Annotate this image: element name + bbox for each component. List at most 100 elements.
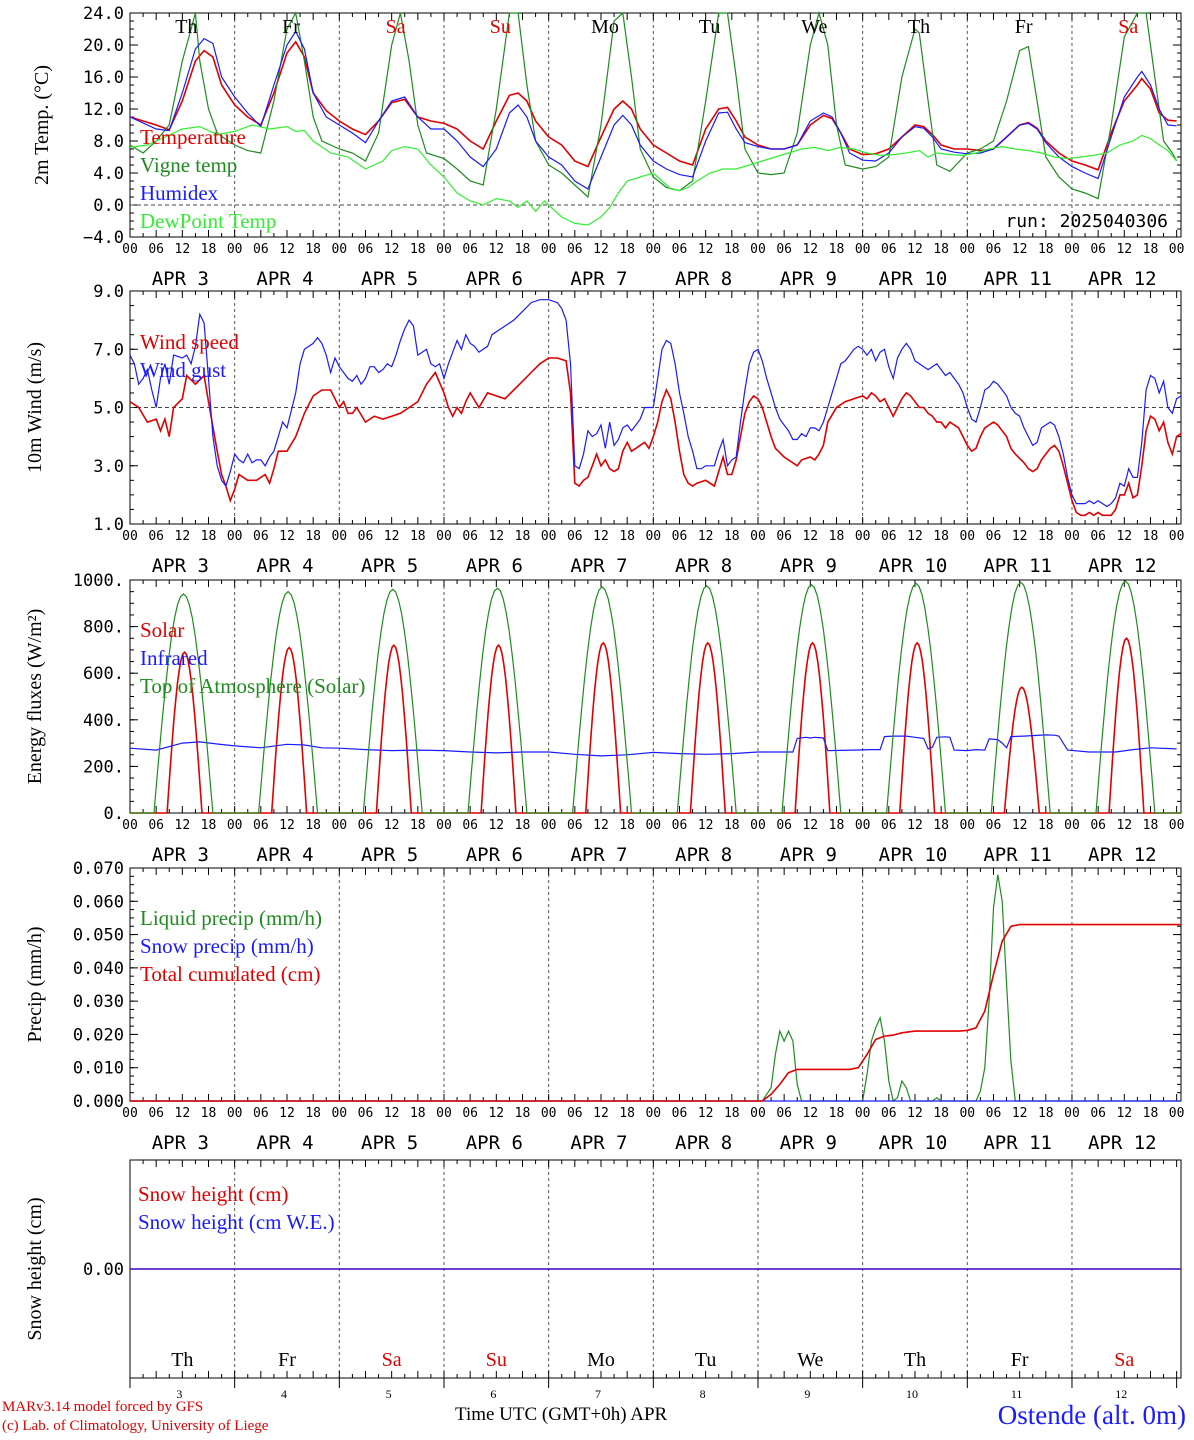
y-tick-label: 0. <box>104 804 124 824</box>
hour-tick-label: 06 <box>672 1106 688 1121</box>
hour-tick-label: 00 <box>959 1106 975 1121</box>
weekday-label: Sa <box>1118 16 1138 38</box>
date-label: APR 12 <box>1088 1132 1157 1154</box>
hour-tick-label: 12 <box>384 1106 400 1121</box>
legend-entry: Top of Atmosphere (Solar) <box>140 674 365 698</box>
hour-tick-label: 18 <box>619 1106 635 1121</box>
hour-tick-label: 18 <box>619 818 635 833</box>
hour-tick-label: 18 <box>1143 1106 1159 1121</box>
hour-tick-label: 12 <box>1012 242 1028 257</box>
time-axis-title: Time UTC (GMT+0h) APR <box>455 1404 668 1425</box>
hour-tick-label: 06 <box>253 1106 269 1121</box>
series-line <box>130 637 1181 814</box>
hour-tick-label: 00 <box>645 529 661 544</box>
hour-tick-label: 00 <box>1064 1106 1080 1121</box>
hour-tick-label: 12 <box>1116 242 1132 257</box>
y-tick-label: 800. <box>83 618 124 638</box>
hour-tick-label: 00 <box>331 529 347 544</box>
hour-tick-label: 06 <box>1090 242 1106 257</box>
y-axis-label: 2m Temp. (°C) <box>31 65 53 185</box>
weekday-label: Mo <box>587 1349 615 1371</box>
hour-tick-label: 06 <box>567 1106 583 1121</box>
weekday-label: Sa <box>1114 1349 1134 1371</box>
date-label: APR 3 <box>152 555 209 577</box>
hour-tick-label: 18 <box>410 818 426 833</box>
hour-tick-label: 00 <box>1169 242 1185 257</box>
hour-tick-label: 00 <box>227 529 243 544</box>
hour-tick-label: 06 <box>881 1106 897 1121</box>
hour-tick-label: 18 <box>201 818 217 833</box>
hour-tick-label: 18 <box>201 529 217 544</box>
station-name: Ostende (alt. 0m) <box>997 1400 1186 1430</box>
weekday-label: Sa <box>382 1349 402 1371</box>
hour-tick-label: 18 <box>410 529 426 544</box>
hour-tick-label: 18 <box>515 818 531 833</box>
hour-tick-label: 12 <box>1116 1106 1132 1121</box>
date-label: APR 4 <box>256 555 313 577</box>
hour-tick-label: 12 <box>698 818 714 833</box>
y-tick-label: 24.0 <box>83 4 124 24</box>
hour-tick-label: 00 <box>436 1106 452 1121</box>
hour-tick-label: 00 <box>541 1106 557 1121</box>
hour-tick-label: 12 <box>1116 818 1132 833</box>
date-label: APR 10 <box>879 268 948 290</box>
y-tick-label: 1.0 <box>93 515 124 535</box>
hour-tick-label: 06 <box>567 242 583 257</box>
y-tick-label: 12.0 <box>83 100 124 120</box>
y-tick-label: 400. <box>83 711 124 731</box>
hour-tick-label: 06 <box>462 1106 478 1121</box>
hour-tick-label: 12 <box>593 529 609 544</box>
hour-tick-label: 18 <box>933 818 949 833</box>
day-number-label: 10 <box>906 1387 918 1401</box>
weekday-label: We <box>801 16 827 38</box>
panel-1: 24.0 20.0 16.0 12.0 8.0 4.0 0.0 −4.0 2m Temp. (°… <box>31 4 1184 290</box>
date-label: APR 7 <box>570 555 627 577</box>
series-line <box>129 124 1178 226</box>
y-tick-label: −4.0 <box>83 228 124 248</box>
hour-tick-label: 06 <box>672 818 688 833</box>
hour-tick-label: 06 <box>1090 529 1106 544</box>
hour-tick-label: 18 <box>1038 818 1054 833</box>
panel-3: 1000. 800. 600. 400. 200. 0. Energy fluxes (W/… <box>24 571 1184 866</box>
date-label: APR 6 <box>466 555 523 577</box>
y-axis-label: 10m Wind (m/s) <box>24 342 46 473</box>
hour-tick-label: 00 <box>645 242 661 257</box>
hour-tick-label: 18 <box>1143 529 1159 544</box>
series-line <box>129 299 1182 508</box>
y-tick-label: 20.0 <box>83 36 124 56</box>
hour-tick-label: 12 <box>1012 818 1028 833</box>
date-label: APR 5 <box>361 268 418 290</box>
y-tick-label: 0.020 <box>73 1025 124 1045</box>
hour-tick-label: 12 <box>384 818 400 833</box>
date-label: APR 12 <box>1088 555 1157 577</box>
y-tick-label: 600. <box>83 664 124 684</box>
hour-tick-label: 06 <box>148 1106 164 1121</box>
legend-entry: Temperature <box>140 125 246 149</box>
hour-tick-label: 18 <box>305 1106 321 1121</box>
y-tick-label: 8.0 <box>93 132 124 152</box>
hour-tick-label: 00 <box>122 818 138 833</box>
panel-5: 0.00 Snow height (cm) Snow height (cm) Snow… <box>24 1159 1182 1379</box>
date-label: APR 3 <box>152 268 209 290</box>
hour-tick-label: 00 <box>331 818 347 833</box>
hour-tick-label: 12 <box>907 529 923 544</box>
hour-tick-label: 18 <box>201 242 217 257</box>
hour-tick-label: 12 <box>1012 1106 1028 1121</box>
series-line <box>129 357 1182 517</box>
day-number-label: 3 <box>176 1387 182 1401</box>
hour-tick-label: 06 <box>881 242 897 257</box>
hour-tick-label: 18 <box>724 1106 740 1121</box>
run-label: run: 2025040306 <box>1005 211 1168 232</box>
hour-tick-label: 18 <box>515 529 531 544</box>
hour-tick-label: 00 <box>436 818 452 833</box>
hour-tick-label: 12 <box>384 242 400 257</box>
weekday-label: Th <box>904 1349 926 1371</box>
date-label: APR 4 <box>256 844 313 866</box>
legend-entry: Wind gust <box>140 358 226 382</box>
hour-tick-label: 12 <box>593 1106 609 1121</box>
hour-tick-label: 06 <box>986 818 1002 833</box>
hour-tick-label: 12 <box>593 242 609 257</box>
date-label: APR 12 <box>1088 268 1157 290</box>
y-tick-label: 0.050 <box>73 926 124 946</box>
y-tick-label: 9.0 <box>93 282 124 302</box>
